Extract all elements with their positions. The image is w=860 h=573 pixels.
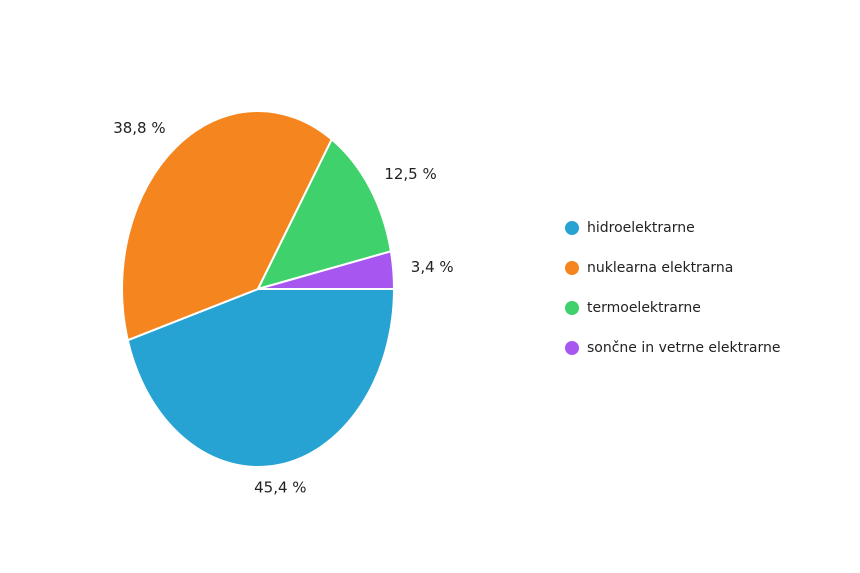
- pie-slice: [121, 110, 333, 342]
- pie-slice: [256, 137, 393, 291]
- data-label: 3,4 %: [411, 258, 454, 276]
- legend-label: termoelektrarne: [587, 300, 701, 316]
- data-label: 45,4 %: [254, 479, 306, 497]
- legend-marker: [565, 341, 579, 355]
- legend-marker: [565, 261, 579, 275]
- legend-label: sončne in vetrne elektrarne: [587, 340, 780, 356]
- data-label: 12,5 %: [384, 165, 436, 183]
- legend-label: hidroelektrarne: [587, 220, 695, 236]
- legend-marker: [565, 301, 579, 315]
- pie-slice: [257, 250, 396, 290]
- legend-label: nuklearna elektrarna: [587, 260, 733, 276]
- pie-slice: [126, 288, 396, 468]
- data-label: 38,8 %: [113, 119, 165, 137]
- legend-marker: [565, 221, 579, 235]
